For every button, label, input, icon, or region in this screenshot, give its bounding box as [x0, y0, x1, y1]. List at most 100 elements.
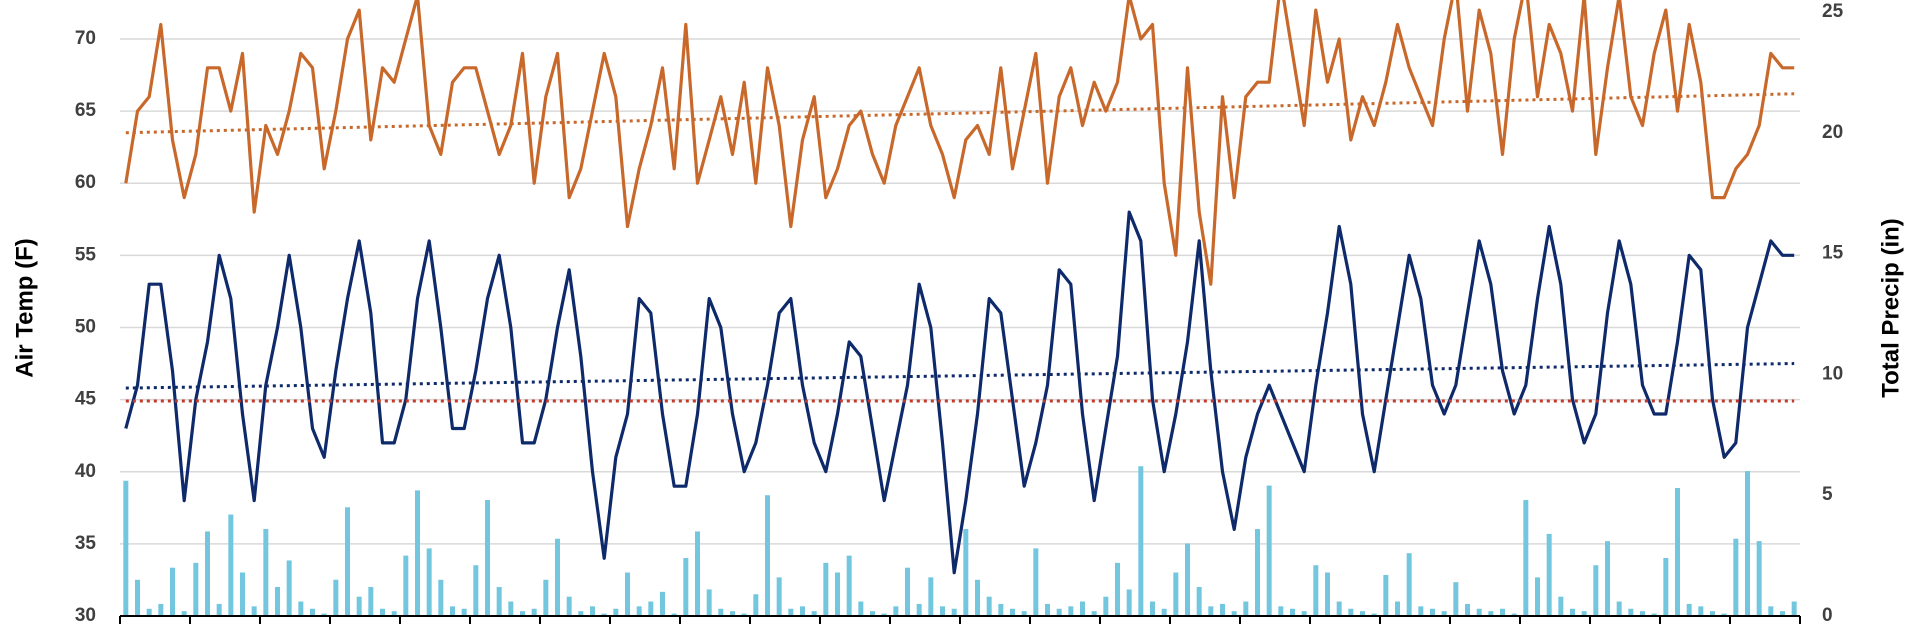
precip-bar [1336, 601, 1342, 616]
precip-bar [1091, 611, 1097, 616]
y-tick-label: 65 [75, 100, 97, 121]
precip-bar [823, 562, 829, 616]
precip-bar [776, 577, 782, 616]
precip-bar [601, 613, 607, 616]
precip-bar [286, 560, 292, 616]
precip-bar [1791, 601, 1797, 616]
precip-bar [158, 603, 164, 616]
y-tick-label: 35 [75, 533, 97, 554]
precip-bar [1476, 608, 1482, 616]
precip-bar [426, 548, 432, 616]
precip-bar [391, 611, 397, 616]
precip-bar [368, 587, 374, 616]
precip-bar [496, 587, 502, 616]
y2-tick-label: 20 [1822, 122, 1843, 143]
precip-bar [356, 596, 362, 616]
precip-bar [1243, 601, 1249, 616]
trend-line [125, 92, 1795, 135]
precip-bar [660, 591, 665, 616]
precip-bar [1593, 565, 1599, 616]
precip-bar [1710, 611, 1715, 616]
precip-bar [1465, 603, 1470, 616]
precip-bar [555, 538, 560, 616]
precip-bar [275, 587, 280, 616]
y2-tick-label: 0 [1822, 605, 1833, 626]
precip-bar [566, 596, 572, 616]
precip-bar [321, 613, 327, 616]
precip-bar [1056, 608, 1062, 616]
precip-bar [228, 514, 234, 616]
precip-bar [1675, 487, 1680, 616]
precip-bar [1068, 606, 1074, 616]
precip-bar [1196, 587, 1202, 616]
precip-bar [216, 603, 222, 616]
precip-bar [753, 594, 759, 616]
precip-bar [520, 611, 525, 616]
precip-bar [531, 608, 537, 616]
precip-bar [1721, 613, 1727, 616]
y-tick-label: 45 [75, 389, 97, 410]
precip-bar [1383, 574, 1389, 616]
y-tick-label: 30 [75, 605, 96, 626]
precip-bar [1605, 541, 1610, 616]
precip-bar [741, 613, 747, 616]
precip-bar [1115, 562, 1120, 616]
precip-bar [1161, 608, 1167, 616]
precip-bar [1255, 529, 1260, 616]
precip-bar [1150, 601, 1155, 616]
precip-bar [1663, 558, 1669, 616]
precip-bar [1395, 601, 1400, 616]
precip-bar [835, 572, 840, 616]
precip-bar [975, 579, 980, 616]
precip-bar [928, 577, 934, 616]
precip-bar [1231, 611, 1237, 616]
precip-bar [485, 500, 490, 616]
precip-bar [1173, 572, 1179, 616]
precip-bar [345, 507, 350, 616]
precip-bar [240, 572, 245, 616]
precip-bar [170, 567, 175, 616]
precip-bar [625, 572, 630, 616]
precip-bar [893, 606, 899, 616]
precip-bar [846, 555, 852, 616]
precip-bar [578, 611, 584, 616]
precip-bar [811, 611, 817, 616]
precip-bar [683, 558, 689, 616]
precip-bar [1686, 603, 1692, 616]
precip-bar [695, 531, 700, 616]
temp-line [124, 210, 1795, 575]
precip-bar [590, 606, 595, 616]
precip-bar [298, 601, 304, 616]
precip-bar [1453, 582, 1459, 616]
precip-bar [1441, 611, 1447, 616]
precip-bar [1301, 611, 1307, 616]
precip-bar [1371, 613, 1377, 616]
precip-bar [508, 601, 514, 616]
precip-bar [1768, 606, 1774, 616]
precip-bar [1266, 485, 1272, 616]
precip-bar [1616, 601, 1622, 616]
precip-bar [648, 601, 654, 616]
y-axis-title: Air Temp (F) [11, 238, 38, 378]
precip-bar [1220, 603, 1225, 616]
precip-bar [473, 565, 479, 616]
precip-bar [706, 589, 712, 616]
precip-bar [940, 606, 945, 616]
precip-bar [963, 529, 969, 616]
precip-bar [1021, 611, 1027, 616]
y2-tick-label: 25 [1822, 1, 1844, 22]
y2-tick-label: 10 [1822, 363, 1843, 384]
precip-bar [1511, 613, 1517, 616]
precip-bar [1325, 572, 1330, 616]
precip-bar [1640, 611, 1645, 616]
precip-bar [1010, 608, 1015, 616]
y2-tick-label: 5 [1822, 484, 1833, 505]
precip-bar [870, 611, 875, 616]
y2-axis-title: Total Precip (in) [1877, 218, 1904, 398]
precip-bar [1138, 466, 1144, 616]
precip-bar [1651, 613, 1657, 616]
precip-bar [1208, 606, 1214, 616]
precip-bar [1406, 553, 1412, 616]
precip-bar [1348, 608, 1354, 616]
